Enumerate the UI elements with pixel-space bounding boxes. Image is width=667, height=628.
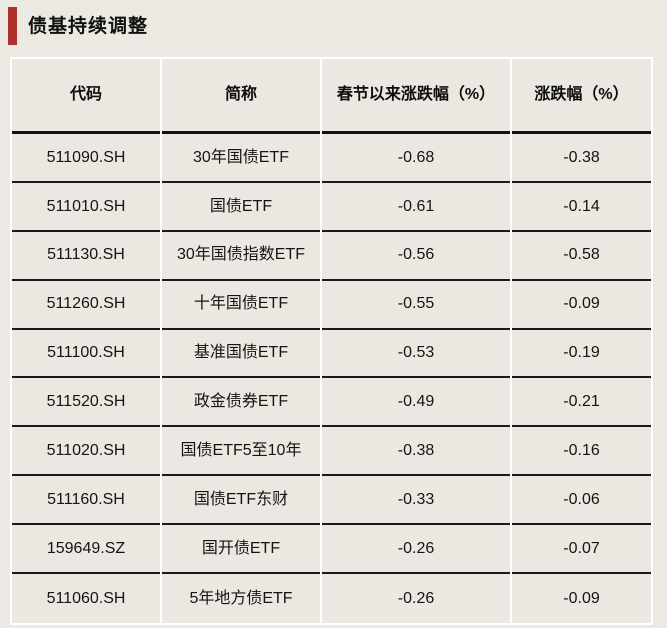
cell-change-since-spring-festival: -0.49 xyxy=(322,378,510,428)
cell-short-name: 国开债ETF xyxy=(162,525,320,575)
cell-change-since-spring-festival: -0.56 xyxy=(322,231,510,281)
column-header-short-name: 简称 xyxy=(162,59,320,134)
cell-code: 511130.SH xyxy=(12,231,160,281)
cell-code: 511010.SH xyxy=(12,182,160,232)
cell-short-name: 政金债券ETF xyxy=(162,378,320,428)
column-header-change: 涨跌幅（%） xyxy=(512,59,651,134)
cell-change-since-spring-festival: -0.55 xyxy=(322,280,510,330)
cell-code: 511060.SH xyxy=(12,574,160,623)
cell-change: -0.06 xyxy=(512,476,651,526)
cell-short-name: 国债ETF5至10年 xyxy=(162,427,320,477)
cell-code: 511100.SH xyxy=(12,329,160,379)
column-header-code: 代码 xyxy=(12,59,160,134)
cell-short-name: 国债ETF xyxy=(162,182,320,232)
cell-short-name: 十年国债ETF xyxy=(162,280,320,330)
cell-change: -0.19 xyxy=(512,329,651,379)
cell-change: -0.38 xyxy=(512,134,651,183)
cell-change-since-spring-festival: -0.33 xyxy=(322,476,510,526)
cell-change: -0.07 xyxy=(512,525,651,575)
cell-code: 159649.SZ xyxy=(12,525,160,575)
page-title: 债基持续调整 xyxy=(28,16,149,37)
cell-code: 511160.SH xyxy=(12,476,160,526)
bond-etf-table: 代码 简称 春节以来涨跌幅（%） 涨跌幅（%） 511090.SH 30年国债ET… xyxy=(10,57,653,625)
cell-change: -0.21 xyxy=(512,378,651,428)
cell-change-since-spring-festival: -0.53 xyxy=(322,329,510,379)
cell-short-name: 30年国债ETF xyxy=(162,134,320,183)
column-header-change-since-spring-festival: 春节以来涨跌幅（%） xyxy=(322,59,510,134)
cell-code: 511020.SH xyxy=(12,427,160,477)
cell-change-since-spring-festival: -0.61 xyxy=(322,182,510,232)
cell-short-name: 5年地方债ETF xyxy=(162,574,320,623)
cell-change-since-spring-festival: -0.26 xyxy=(322,525,510,575)
cell-code: 511520.SH xyxy=(12,378,160,428)
cell-change: -0.58 xyxy=(512,231,651,281)
cell-change: -0.09 xyxy=(512,280,651,330)
cell-change: -0.14 xyxy=(512,182,651,232)
cell-short-name: 国债ETF东财 xyxy=(162,476,320,526)
cell-code: 511090.SH xyxy=(12,134,160,183)
cell-change-since-spring-festival: -0.26 xyxy=(322,574,510,623)
cell-change-since-spring-festival: -0.68 xyxy=(322,134,510,183)
cell-short-name: 基准国债ETF xyxy=(162,329,320,379)
cell-change: -0.16 xyxy=(512,427,651,477)
cell-short-name: 30年国债指数ETF xyxy=(162,231,320,281)
cell-change-since-spring-festival: -0.38 xyxy=(322,427,510,477)
cell-change: -0.09 xyxy=(512,574,651,623)
title-accent-bar xyxy=(8,7,17,45)
cell-code: 511260.SH xyxy=(12,280,160,330)
